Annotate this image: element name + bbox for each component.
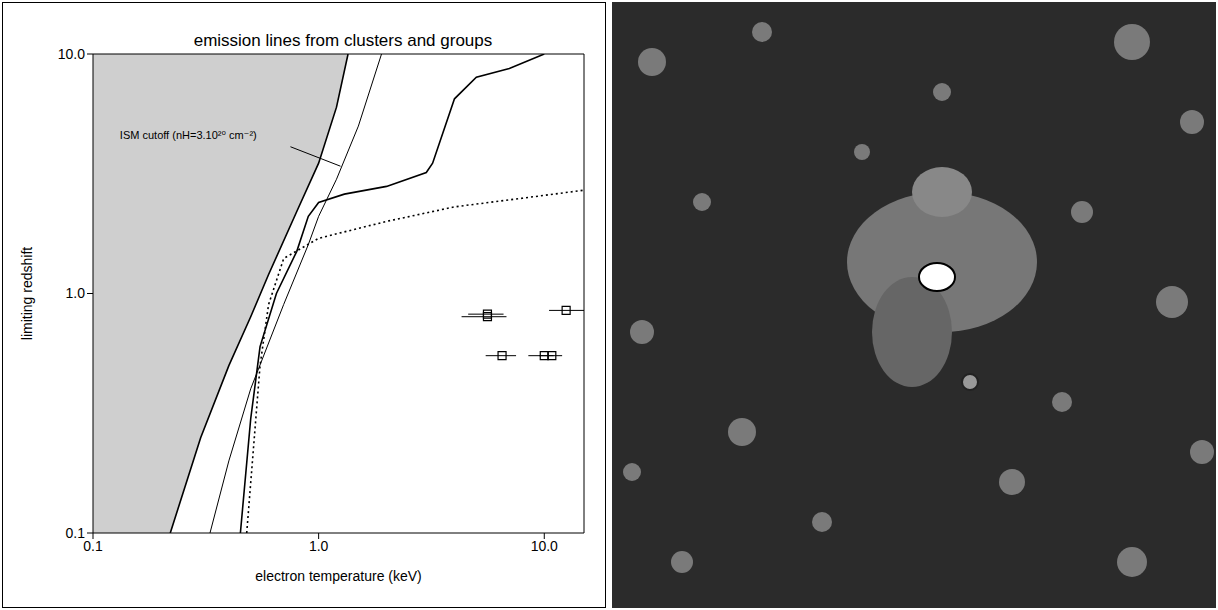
- svg-text:1.0: 1.0: [309, 538, 329, 554]
- svg-text:10.0: 10.0: [58, 46, 85, 62]
- svg-text:0.1: 0.1: [66, 525, 86, 541]
- svg-text:ISM cutoff (nH=3.10²⁰ cm⁻²): ISM cutoff (nH=3.10²⁰ cm⁻²): [120, 129, 257, 141]
- svg-text:1.0: 1.0: [66, 285, 86, 301]
- html-text:emission lines from clusters a: emission lines from clusters and groups: [193, 31, 493, 50]
- svg-text:limiting redshift: limiting redshift: [19, 247, 35, 340]
- svg-text:electron temperature (keV): electron temperature (keV): [255, 568, 422, 584]
- svg-text:0.1: 0.1: [83, 538, 103, 554]
- svg-text:10.0: 10.0: [531, 538, 558, 554]
